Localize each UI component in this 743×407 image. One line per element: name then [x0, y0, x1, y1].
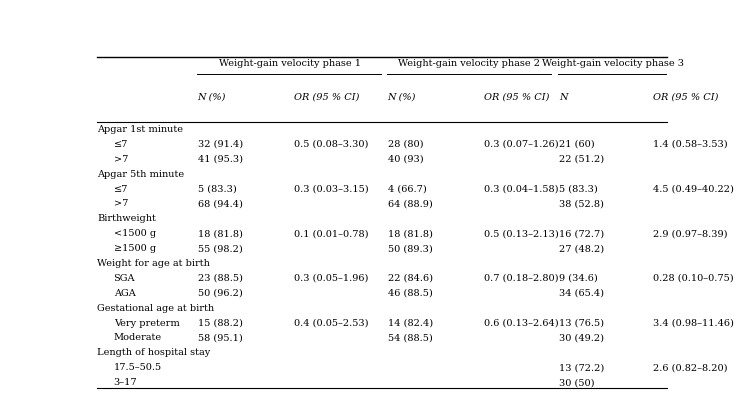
Text: 16 (72.7): 16 (72.7) [559, 229, 604, 238]
Text: 21 (60): 21 (60) [559, 140, 594, 149]
Text: ≥1500 g: ≥1500 g [114, 244, 156, 253]
Text: ≤7: ≤7 [114, 184, 128, 194]
Text: <1500 g: <1500 g [114, 229, 156, 238]
Text: Birthweight: Birthweight [97, 214, 156, 223]
Text: 40 (93): 40 (93) [388, 155, 424, 164]
Text: 32 (91.4): 32 (91.4) [198, 140, 243, 149]
Text: 4.5 (0.49–40.22): 4.5 (0.49–40.22) [652, 184, 733, 194]
Text: Length of hospital stay: Length of hospital stay [97, 348, 211, 357]
Text: 2.9 (0.97–8.39): 2.9 (0.97–8.39) [652, 229, 727, 238]
Text: 9 (34.6): 9 (34.6) [559, 274, 597, 283]
Text: 18 (81.8): 18 (81.8) [198, 229, 242, 238]
Text: 17.5–50.5: 17.5–50.5 [114, 363, 162, 372]
Text: AGA: AGA [114, 289, 135, 298]
Text: OR (95 % CI): OR (95 % CI) [484, 93, 549, 102]
Text: 0.3 (0.04–1.58): 0.3 (0.04–1.58) [484, 184, 558, 194]
Text: 0.3 (0.07–1.26): 0.3 (0.07–1.26) [484, 140, 559, 149]
Text: 18 (81.8): 18 (81.8) [388, 229, 432, 238]
Text: 34 (65.4): 34 (65.4) [559, 289, 604, 298]
Text: OR (95 % CI): OR (95 % CI) [293, 93, 359, 102]
Text: 22 (84.6): 22 (84.6) [388, 274, 432, 283]
Text: 13 (76.5): 13 (76.5) [559, 319, 604, 328]
Text: 3.4 (0.98–11.46): 3.4 (0.98–11.46) [652, 319, 733, 328]
Text: 0.3 (0.03–3.15): 0.3 (0.03–3.15) [293, 184, 369, 194]
Text: 0.4 (0.05–2.53): 0.4 (0.05–2.53) [293, 319, 369, 328]
Text: 68 (94.4): 68 (94.4) [198, 199, 242, 208]
Text: 28 (80): 28 (80) [388, 140, 424, 149]
Text: Weight for age at birth: Weight for age at birth [97, 259, 210, 268]
Text: Apgar 5th minute: Apgar 5th minute [97, 170, 184, 179]
Text: >7: >7 [114, 199, 128, 208]
Text: 15 (88.2): 15 (88.2) [198, 319, 242, 328]
Text: Very preterm: Very preterm [114, 319, 179, 328]
Text: 30 (50): 30 (50) [559, 378, 594, 387]
Text: 0.1 (0.01–0.78): 0.1 (0.01–0.78) [293, 229, 369, 238]
Text: 38 (52.8): 38 (52.8) [559, 199, 603, 208]
Text: 27 (48.2): 27 (48.2) [559, 244, 604, 253]
Text: OR (95 % CI): OR (95 % CI) [652, 93, 718, 102]
Text: 4 (66.7): 4 (66.7) [388, 184, 426, 194]
Text: 0.5 (0.08–3.30): 0.5 (0.08–3.30) [293, 140, 369, 149]
Text: 23 (88.5): 23 (88.5) [198, 274, 242, 283]
Text: 50 (89.3): 50 (89.3) [388, 244, 432, 253]
Text: 5 (83.3): 5 (83.3) [559, 184, 597, 194]
Text: 0.5 (0.13–2.13): 0.5 (0.13–2.13) [484, 229, 559, 238]
Text: 0.3 (0.05–1.96): 0.3 (0.05–1.96) [293, 274, 369, 283]
Text: 13 (72.2): 13 (72.2) [559, 363, 604, 372]
Text: 41 (95.3): 41 (95.3) [198, 155, 243, 164]
Text: 0.7 (0.18–2.80): 0.7 (0.18–2.80) [484, 274, 558, 283]
Text: 58 (95.1): 58 (95.1) [198, 333, 242, 342]
Text: 3–17: 3–17 [114, 378, 137, 387]
Text: Weight-gain velocity phase 2: Weight-gain velocity phase 2 [398, 59, 540, 68]
Text: ≤7: ≤7 [114, 140, 128, 149]
Text: 0.6 (0.13–2.64): 0.6 (0.13–2.64) [484, 319, 559, 328]
Text: SGA: SGA [114, 274, 135, 283]
Text: 64 (88.9): 64 (88.9) [388, 199, 432, 208]
Text: Weight-gain velocity phase 3: Weight-gain velocity phase 3 [542, 59, 684, 68]
Text: 30 (49.2): 30 (49.2) [559, 333, 604, 342]
Text: N (%): N (%) [388, 93, 416, 102]
Text: 2.6 (0.82–8.20): 2.6 (0.82–8.20) [652, 363, 727, 372]
Text: >7: >7 [114, 155, 128, 164]
Text: Moderate: Moderate [114, 333, 162, 342]
Text: 22 (51.2): 22 (51.2) [559, 155, 604, 164]
Text: 55 (98.2): 55 (98.2) [198, 244, 242, 253]
Text: 46 (88.5): 46 (88.5) [388, 289, 432, 298]
Text: 1.4 (0.58–3.53): 1.4 (0.58–3.53) [652, 140, 727, 149]
Text: Apgar 1st minute: Apgar 1st minute [97, 125, 184, 134]
Text: Gestational age at birth: Gestational age at birth [97, 304, 215, 313]
Text: 14 (82.4): 14 (82.4) [388, 319, 433, 328]
Text: N: N [559, 93, 567, 102]
Text: 50 (96.2): 50 (96.2) [198, 289, 242, 298]
Text: Weight-gain velocity phase 1: Weight-gain velocity phase 1 [218, 59, 360, 68]
Text: 5 (83.3): 5 (83.3) [198, 184, 236, 194]
Text: 0.28 (0.10–0.75): 0.28 (0.10–0.75) [652, 274, 733, 283]
Text: N (%): N (%) [198, 93, 226, 102]
Text: 54 (88.5): 54 (88.5) [388, 333, 432, 342]
